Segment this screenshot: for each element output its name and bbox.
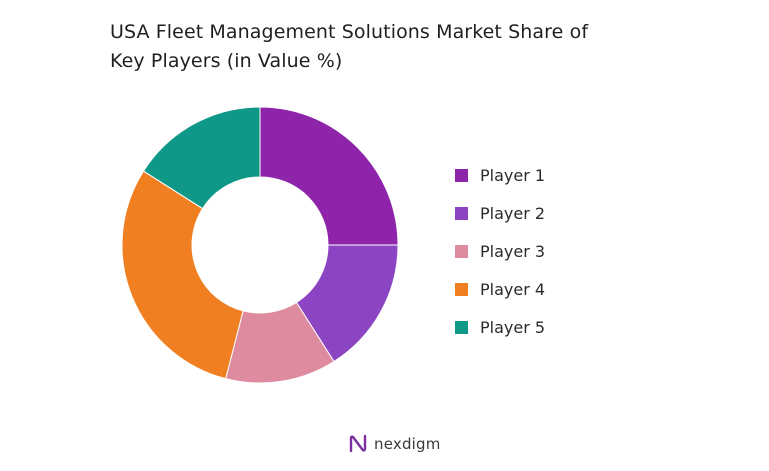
chart-title-line-2: Key Players (in Value %) (110, 50, 343, 72)
legend-label-player-1: Player 1 (480, 165, 546, 185)
legend-label-player-4: Player 4 (480, 279, 546, 299)
brand-logo: nexdigm (348, 432, 441, 456)
legend-swatch-player-5 (455, 320, 468, 334)
chart-title: USA Fleet Management Solutions Market Sh… (110, 18, 690, 76)
nexdigm-logo-icon (349, 434, 367, 453)
legend-swatch-player-4 (455, 282, 468, 296)
legend-swatch-player-2 (455, 206, 468, 220)
chart-legend: Player 1 Player 2 Player 3 Player 4 Play… (455, 156, 615, 346)
legend-item-player-1: Player 1 (455, 156, 615, 194)
slice-player-5 (142, 106, 261, 210)
legend-label-player-5: Player 5 (480, 317, 546, 337)
donut-chart (121, 106, 399, 384)
slice-player-1 (259, 106, 399, 246)
legend-label-player-2: Player 2 (480, 203, 546, 223)
legend-item-player-5: Player 5 (455, 308, 615, 346)
brand-name: nexdigm (374, 435, 441, 453)
legend-swatch-player-1 (455, 168, 468, 182)
legend-item-player-2: Player 2 (455, 194, 615, 232)
chart-title-line-1: USA Fleet Management Solutions Market Sh… (110, 21, 589, 43)
legend-item-player-4: Player 4 (455, 270, 615, 308)
slice-player-2 (295, 244, 399, 363)
legend-swatch-player-3 (455, 244, 468, 258)
legend-item-player-3: Player 3 (455, 232, 615, 270)
slice-player-4 (121, 170, 244, 380)
legend-label-player-3: Player 3 (480, 241, 546, 261)
